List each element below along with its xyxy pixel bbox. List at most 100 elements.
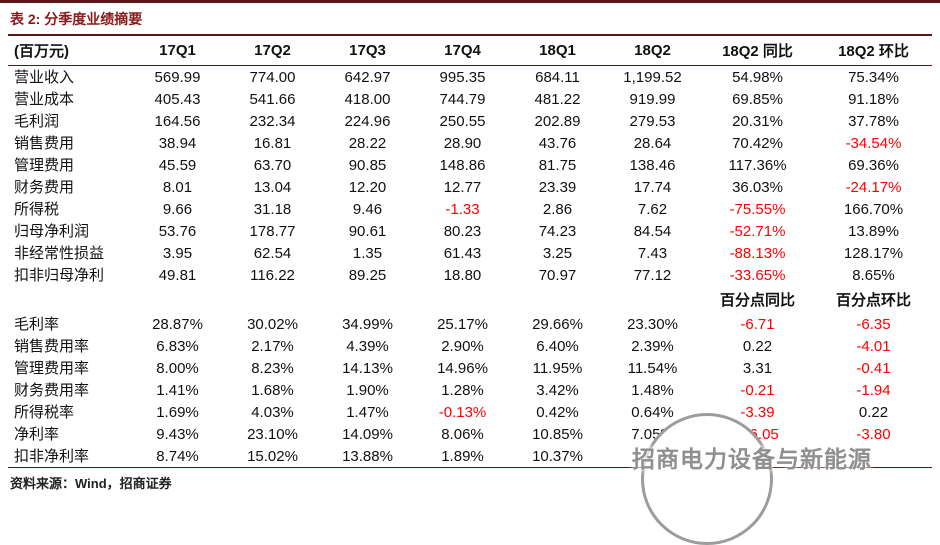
cell: 166.70% (843, 200, 904, 218)
cell: -6.71 (740, 315, 775, 333)
column-header-17q4: 17Q4 (415, 34, 510, 66)
cell: 0.42% (536, 403, 579, 421)
table-row: 归母净利润 53.76 178.77 90.61 80.23 74.23 84.54 -52.… (8, 220, 932, 242)
row-label: 扣非净利率 (8, 445, 130, 468)
table-row: 管理费用 45.59 63.70 90.85 148.86 81.75 138.46 117.… (8, 154, 932, 176)
cell: 12.20 (348, 178, 387, 196)
table-row: 财务费用率 1.41% 1.68% 1.90% 1.28% 3.42% 1.48% -0.21… (8, 379, 932, 401)
cell: 18.80 (443, 266, 482, 284)
cell: 百分点环比 (835, 292, 911, 309)
quarterly-results-table: (百万元) 17Q1 17Q2 17Q3 17Q4 18Q1 18Q2 18Q2… (8, 34, 932, 468)
cell: 0.22 (742, 337, 773, 355)
table-row: 销售费用 38.94 16.81 28.22 28.90 43.76 28.64 70.42%… (8, 132, 932, 154)
cell: 138.46 (629, 156, 676, 174)
row-label: 营业收入 (14, 68, 75, 86)
cell: 25.17% (437, 315, 488, 333)
cell: -0.41 (856, 359, 891, 377)
cell: 13.89% (848, 222, 899, 240)
row-label: 管理费用 (14, 156, 75, 174)
cell: 178.77 (249, 222, 296, 240)
cell: 1.35 (352, 244, 383, 262)
cell: 995.35 (439, 68, 486, 86)
table-row: 扣非归母净利 49.81 116.22 89.25 18.80 70.97 77.12 -33… (8, 264, 932, 286)
cell: 405.43 (154, 90, 201, 108)
cell: 28.90 (443, 134, 482, 152)
table-row: 净利率 9.43% 23.10% 14.09% 8.06% 10.85% 7.05% -16.… (8, 423, 932, 445)
cell: -75.55% (729, 200, 786, 218)
cell: 28.22 (348, 134, 387, 152)
cell: 11.54% (627, 359, 678, 377)
cell: 279.53 (629, 112, 676, 130)
cell: -4.01 (856, 337, 891, 355)
cell: 128.17% (843, 244, 904, 262)
cell: 36.03% (732, 178, 783, 196)
cell: 2.90% (441, 337, 484, 355)
column-header-18q2-qoq: 18Q2 环比 (815, 34, 932, 66)
cell: 70.97 (538, 266, 577, 284)
cell: -1.33 (445, 200, 480, 218)
cell: -0.13% (438, 403, 487, 421)
cell: 49.81 (158, 266, 197, 284)
column-header-17q2: 17Q2 (225, 34, 320, 66)
row-label: 毛利率 (14, 315, 60, 333)
cell (700, 445, 815, 468)
column-header-18q1: 18Q1 (510, 34, 605, 66)
cell: 14.09% (342, 425, 393, 443)
cell: 1.69% (156, 403, 199, 421)
cell: 9.43% (156, 425, 199, 443)
row-label: 财务费用率 (14, 381, 90, 399)
cell (320, 286, 415, 313)
header-row: (百万元) 17Q1 17Q2 17Q3 17Q4 18Q1 18Q2 18Q2… (8, 34, 932, 66)
cell: 1.89% (415, 445, 510, 468)
cell: 232.34 (249, 112, 296, 130)
cell: 8.06% (441, 425, 484, 443)
column-header-unit: (百万元) (8, 34, 130, 66)
cell: 34.99% (342, 315, 393, 333)
table-row: 所得税率 1.69% 4.03% 1.47% -0.13% 0.42% 0.64% -3.39… (8, 401, 932, 423)
cell: 8.01 (162, 178, 193, 196)
cell: -16.05 (736, 425, 779, 443)
row-label: 扣非归母净利 (14, 266, 105, 284)
cell: 17.74 (633, 178, 672, 196)
cell: 90.61 (348, 222, 387, 240)
cell: 13.88% (320, 445, 415, 468)
cell: -1.94 (856, 381, 891, 399)
cell: 45.59 (158, 156, 197, 174)
cell: 10.85% (532, 425, 583, 443)
table-row: 非经常性损益 3.95 62.54 1.35 61.43 3.25 7.43 -88.13% 1… (8, 242, 932, 264)
cell: -6.35 (856, 315, 891, 333)
row-label: 营业成本 (14, 90, 75, 108)
cell: 0.64% (631, 403, 674, 421)
cell: 9.66 (162, 200, 193, 218)
cell: 1.28% (441, 381, 484, 399)
cell: 1.90% (346, 381, 389, 399)
cell: 90.85 (348, 156, 387, 174)
row-label (8, 286, 130, 313)
cell: 16.81 (253, 134, 292, 152)
row-label: 所得税 (14, 200, 60, 218)
cell (605, 445, 700, 468)
table-row: 财务费用 8.01 13.04 12.20 12.77 23.39 17.74 36.03% -… (8, 176, 932, 198)
cell: 14.13% (342, 359, 393, 377)
cell: 37.78% (848, 112, 899, 130)
table-row: 所得税 9.66 31.18 9.46 -1.33 2.86 7.62 -75.55% 166.… (8, 198, 932, 220)
cell: 8.00% (156, 359, 199, 377)
cell: 642.97 (344, 68, 391, 86)
cell: 77.12 (633, 266, 672, 284)
cell: 14.96% (437, 359, 488, 377)
table-row: 营业收入 569.99 774.00 642.97 995.35 684.11 1,199.… (8, 66, 932, 89)
cell: 7.62 (637, 200, 668, 218)
table-row: 营业成本 405.43 541.66 418.00 744.79 481.22 919.99… (8, 88, 932, 110)
row-label: 销售费用率 (14, 337, 90, 355)
table-row: 毛利率 28.87% 30.02% 34.99% 25.17% 29.66% 23.30% -… (8, 313, 932, 335)
cell: 418.00 (344, 90, 391, 108)
cell: 百分点同比 (719, 292, 795, 309)
cell: 164.56 (154, 112, 201, 130)
row-label: 毛利润 (14, 112, 60, 130)
cell: 75.34% (848, 68, 899, 86)
cell (510, 286, 605, 313)
cell: 224.96 (344, 112, 391, 130)
cell: 63.70 (253, 156, 292, 174)
cell: -3.39 (740, 403, 775, 421)
cell (415, 286, 510, 313)
